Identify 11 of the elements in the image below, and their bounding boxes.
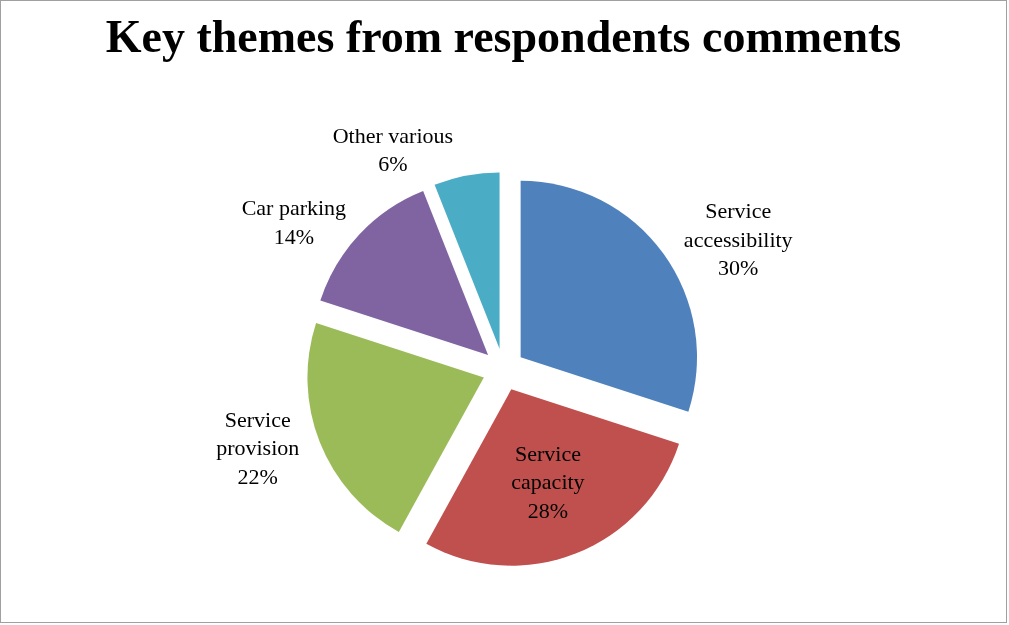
data-label: 22% [237,463,278,489]
data-label: 30% [718,255,759,281]
slice-label: Car parking [241,195,347,221]
slice-label: Service accessibility [683,198,793,252]
slice-label: Service provision [216,406,300,461]
data-label: 28% [527,498,569,523]
chart-title: Key themes from respondents comments [105,10,902,62]
data-label: 14% [273,223,315,249]
slice-label: Service capacity [511,440,585,495]
data-label: 6% [378,151,408,177]
slice-label: Other various [332,122,454,148]
